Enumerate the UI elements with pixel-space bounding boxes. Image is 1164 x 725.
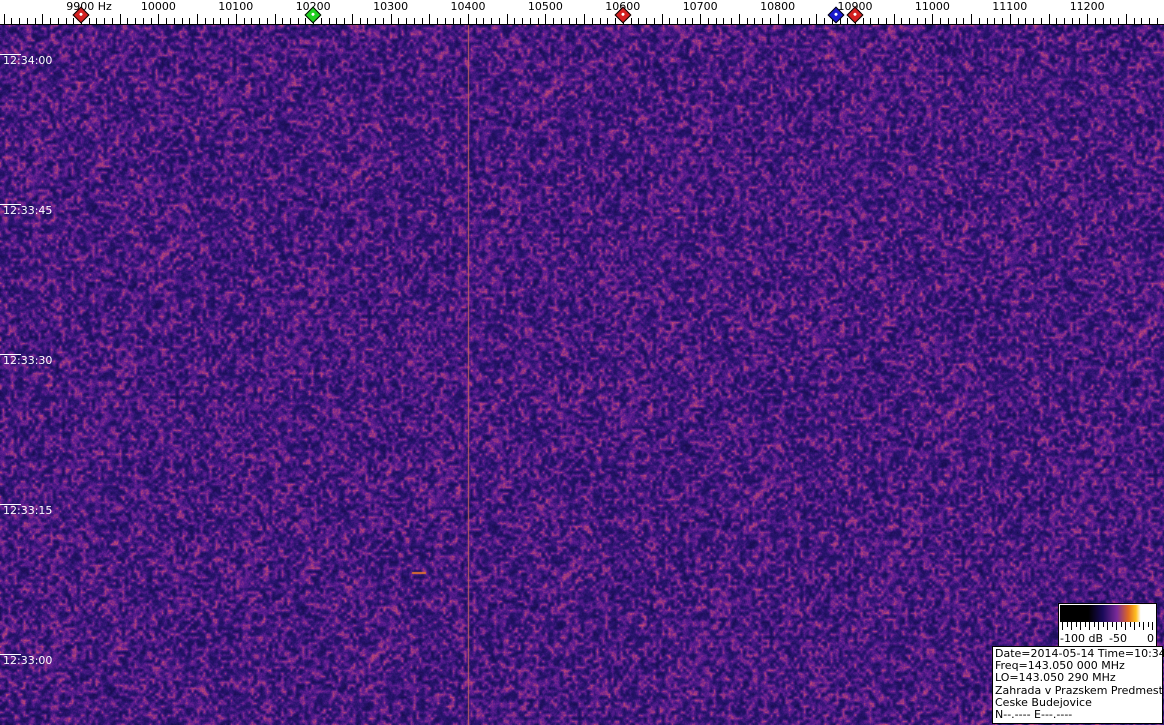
info-date-time: Date=2014-05-14 Time=10:34 UTC — [995, 647, 1164, 660]
time-label: 12:33:15 — [3, 504, 53, 517]
time-tick — [0, 204, 21, 205]
scale-label-max: 0 — [1147, 632, 1154, 645]
frequency-label: 11200 — [1069, 0, 1105, 13]
frequency-label: 10700 — [682, 0, 718, 13]
waterfall-spectrogram[interactable] — [0, 25, 1164, 725]
time-tick — [0, 504, 21, 505]
frequency-label: 10300 — [373, 0, 409, 13]
color-scale-gradient — [1060, 605, 1155, 622]
station-info-box: Date=2014-05-14 Time=10:34 UTC Freq=143.… — [992, 646, 1164, 724]
time-tick — [0, 54, 21, 55]
frequency-ruler[interactable]: 9900 Hz100001010010200103001040010500106… — [0, 0, 1164, 25]
info-frequency: Freq=143.050 000 MHz — [995, 659, 1125, 673]
time-label: 12:33:00 — [3, 654, 53, 667]
frequency-label: 10800 — [760, 0, 796, 13]
frequency-label: 10400 — [450, 0, 486, 13]
scale-label-mid: -50 — [1109, 632, 1127, 645]
frequency-label: 9900 Hz — [66, 0, 112, 13]
frequency-label: 10000 — [140, 0, 176, 13]
ruler-ticks — [0, 14, 1164, 25]
time-tick — [0, 354, 21, 355]
frequency-label: 11100 — [992, 0, 1028, 13]
time-label: 12:33:45 — [3, 204, 53, 217]
info-location: Zahrada v Prazskem Predmesti — [995, 683, 1164, 697]
time-label: 12:33:30 — [3, 354, 53, 367]
scale-label-min: -100 dB — [1060, 632, 1103, 645]
time-tick — [0, 654, 21, 655]
info-city: Ceske Budejovice — [995, 695, 1092, 709]
frequency-label: 11000 — [914, 0, 950, 13]
info-lo: LO=143.050 290 MHz — [995, 671, 1116, 685]
color-scale-ticks — [1062, 622, 1153, 630]
info-coordinates: N--.---- E---.---- — [995, 708, 1073, 722]
color-scale-legend: -100 dB -50 0 — [1058, 603, 1157, 647]
frequency-label: 10100 — [218, 0, 254, 13]
frequency-label: 10500 — [527, 0, 563, 13]
time-label: 12:34:00 — [3, 54, 53, 67]
